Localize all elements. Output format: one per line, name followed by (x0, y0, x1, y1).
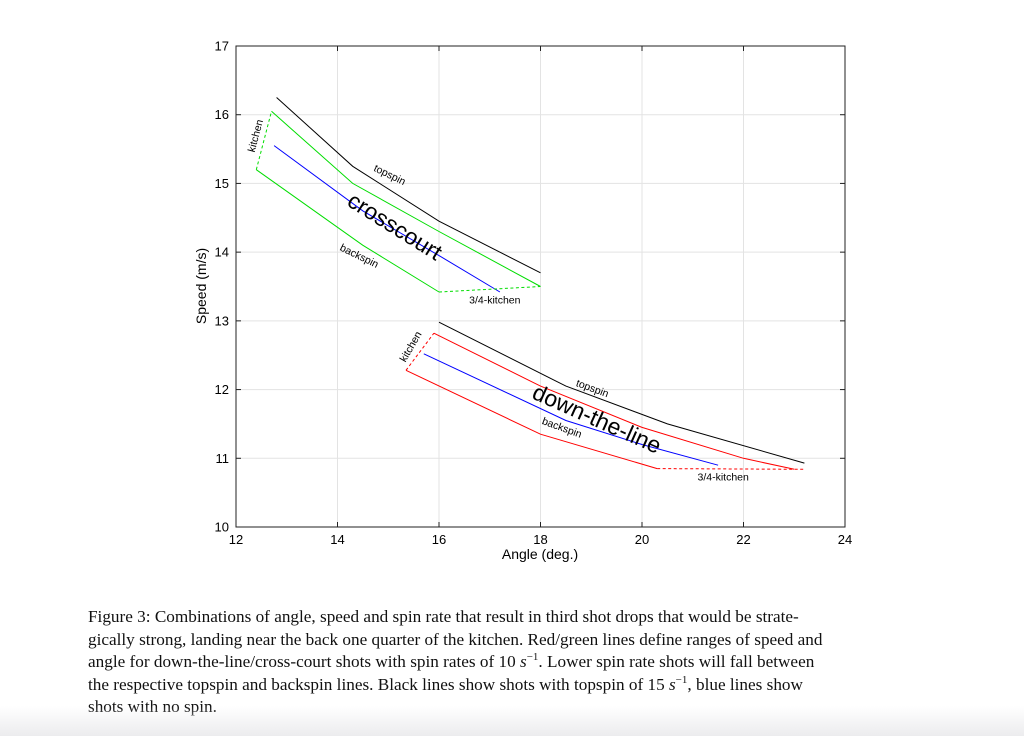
caption-line: Figure 3: Combinations of angle, speed a… (88, 607, 799, 626)
unit-exponent: −1 (675, 673, 688, 686)
y-tick-label: 12 (215, 382, 229, 397)
down-the-line-topspin-line (438, 321, 805, 464)
speed-angle-chart: 12 14 16 18 20 22 24 10 11 12 13 14 15 16 17 topspin ba… (193, 39, 853, 563)
y-tick-label: 15 (215, 176, 229, 191)
series (255, 97, 805, 470)
y-axis-label: Speed (m/s) (193, 248, 209, 324)
x-tick-label: 22 (736, 532, 750, 547)
figure: 12 14 16 18 20 22 24 10 11 12 13 14 15 16 17 topspin ba… (193, 39, 853, 563)
x-tick-label: 16 (432, 532, 446, 547)
down-the-line-upper-bound-line (433, 332, 795, 470)
annotations: topspinbackspinkitchen3/4-kitchentopspin… (246, 118, 749, 483)
crosscourt-no-spin-line (273, 145, 501, 293)
down-the-line-three-quarter-edge (657, 468, 805, 470)
down-the-line-no-spin-line (423, 353, 719, 466)
x-tick-label: 12 (229, 532, 243, 547)
curve-annotation: 3/4-kitchen (469, 295, 521, 307)
axis-ticks: 12 14 16 18 20 22 24 10 11 12 13 14 15 16 17 (215, 39, 853, 548)
down-the-line-kitchen-edge (405, 332, 435, 371)
x-tick-label: 18 (533, 532, 547, 547)
curve-annotation: backspin (338, 242, 381, 271)
y-tick-label: 10 (215, 520, 229, 535)
curve-annotation: kitchen (398, 329, 425, 364)
x-tick-label: 24 (838, 532, 852, 547)
y-tick-label: 13 (215, 313, 229, 328)
down-the-line-backspin-line (405, 369, 658, 470)
caption-text: angle for down-the-line/cross-court shot… (88, 652, 520, 672)
unit-symbol: s (519, 652, 527, 672)
y-tick-label: 17 (215, 39, 229, 54)
figure-caption: Figure 3: Combinations of angle, speed a… (88, 606, 968, 719)
crosscourt-three-quarter-edge (438, 286, 541, 293)
caption-text: , blue lines show (687, 674, 803, 694)
caption-text: . Lower spin rate shots will fall betwee… (538, 652, 815, 672)
caption-line: angle for down-the-line/cross-court shot… (88, 651, 968, 674)
caption-line: gically strong, landing near the back on… (88, 629, 823, 649)
x-axis-label: Angle (deg.) (502, 546, 578, 562)
grid-lines (235, 45, 846, 528)
y-tick-label: 14 (215, 245, 229, 260)
crosscourt-topspin-line (276, 97, 541, 274)
curve-annotation: topspin (372, 162, 408, 188)
caption-line: the respective topspin and backspin line… (88, 674, 968, 697)
crosscourt-kitchen-edge (255, 111, 272, 170)
page-bottom-shadow (0, 706, 1024, 736)
y-tick-label: 11 (216, 451, 230, 466)
x-tick-label: 14 (330, 532, 344, 547)
curve-annotation: 3/4-kitchen (698, 471, 750, 483)
y-tick-label: 16 (215, 107, 229, 122)
unit-exponent: −1 (526, 651, 539, 664)
curve-annotation: kitchen (246, 118, 266, 153)
caption-text: the respective topspin and backspin line… (88, 674, 669, 694)
crosscourt-upper-bound-line (271, 110, 541, 287)
crosscourt-backspin-line (256, 169, 440, 293)
unit-symbol: s (668, 674, 676, 694)
x-tick-label: 20 (635, 532, 649, 547)
